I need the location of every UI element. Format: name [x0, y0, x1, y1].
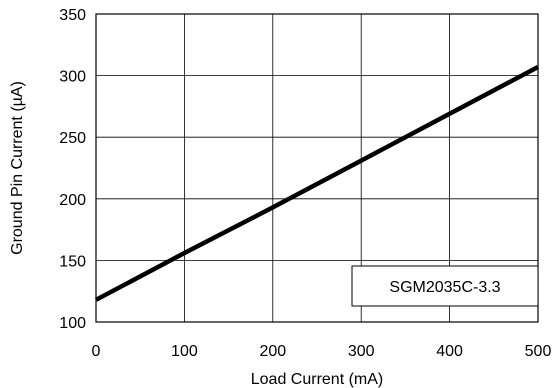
y-tick-label: 150	[59, 253, 86, 270]
annotation-label: SGM2035C-3.3	[389, 279, 500, 296]
x-tick-label: 200	[259, 343, 286, 360]
x-tick-label: 300	[348, 343, 375, 360]
x-tick-label: 500	[525, 343, 552, 360]
y-tick-label: 300	[59, 69, 86, 86]
annotation-box: SGM2035C-3.3	[352, 266, 538, 306]
y-tick-label: 100	[59, 315, 86, 332]
series-layer	[96, 67, 538, 300]
x-tick-labels: 0 100 200 300 400 500	[92, 343, 552, 360]
y-tick-label: 250	[59, 130, 86, 147]
series-line	[96, 67, 538, 300]
y-tick-label: 200	[59, 192, 86, 209]
x-axis-label: Load Current (mA)	[251, 371, 384, 388]
x-tick-label: 0	[92, 343, 101, 360]
y-tick-labels: 100 150 200 250 300 350	[59, 7, 86, 332]
y-axis-label: Ground Pin Current (µA)	[9, 81, 26, 255]
x-tick-label: 400	[436, 343, 463, 360]
x-tick-label: 100	[171, 343, 198, 360]
y-tick-label: 350	[59, 7, 86, 24]
